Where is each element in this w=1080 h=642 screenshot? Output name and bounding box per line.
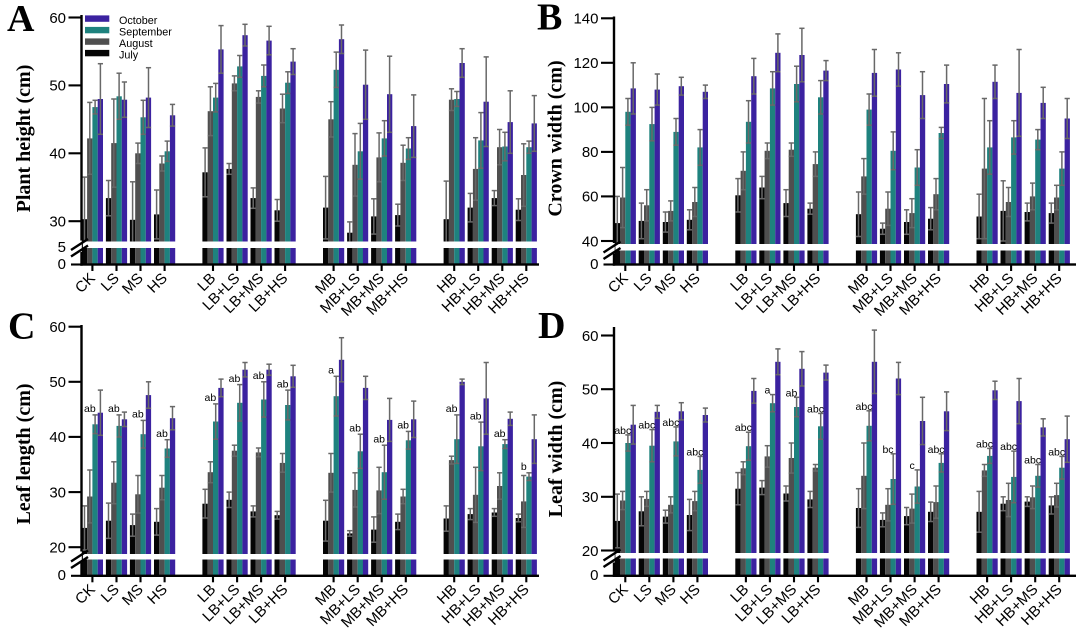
svg-text:20: 20 — [582, 543, 599, 560]
svg-text:40: 40 — [582, 233, 599, 250]
svg-text:Leaf width (cm): Leaf width (cm) — [545, 381, 567, 518]
svg-text:abc: abc — [614, 425, 631, 437]
svg-text:August: August — [119, 38, 153, 50]
svg-text:50: 50 — [582, 382, 599, 399]
svg-text:50: 50 — [49, 78, 66, 95]
svg-text:abc: abc — [856, 401, 873, 413]
svg-text:abc: abc — [1048, 446, 1065, 458]
svg-text:60: 60 — [582, 189, 599, 206]
svg-text:Crown width (cm): Crown width (cm) — [545, 60, 567, 216]
svg-text:abc: abc — [807, 403, 824, 415]
svg-text:60: 60 — [49, 319, 66, 336]
svg-text:A: A — [7, 0, 35, 40]
svg-text:B: B — [537, 0, 562, 39]
svg-text:ab: ab — [446, 403, 458, 415]
svg-text:D: D — [538, 305, 565, 347]
svg-text:30: 30 — [49, 214, 66, 231]
svg-text:120: 120 — [573, 55, 598, 72]
svg-text:Plant height (cm): Plant height (cm) — [13, 65, 35, 213]
svg-text:ab: ab — [253, 370, 265, 382]
svg-text:abc: abc — [662, 417, 679, 429]
svg-text:0: 0 — [590, 256, 598, 273]
svg-text:abc: abc — [928, 444, 945, 456]
svg-text:abc: abc — [686, 446, 703, 458]
svg-text:ab: ab — [277, 378, 289, 390]
svg-text:ab: ab — [132, 409, 144, 421]
svg-text:July: July — [119, 49, 139, 61]
svg-text:ab: ab — [205, 392, 217, 404]
svg-text:ab: ab — [156, 428, 168, 440]
svg-text:ab: ab — [229, 373, 241, 385]
svg-text:60: 60 — [49, 10, 66, 27]
svg-text:40: 40 — [582, 435, 599, 452]
svg-text:bc: bc — [882, 444, 893, 456]
svg-text:ab: ab — [397, 420, 409, 432]
svg-text:abc: abc — [976, 438, 993, 450]
svg-text:ab: ab — [84, 403, 96, 415]
svg-text:5: 5 — [58, 239, 66, 256]
svg-text:0: 0 — [58, 567, 66, 584]
svg-text:ab: ab — [494, 428, 506, 440]
svg-text:100: 100 — [573, 100, 598, 117]
svg-text:80: 80 — [582, 144, 599, 161]
svg-text:ab: ab — [349, 422, 361, 434]
svg-text:ab: ab — [786, 387, 798, 399]
svg-text:140: 140 — [573, 11, 598, 28]
svg-text:October: October — [119, 15, 158, 27]
svg-text:c: c — [909, 460, 914, 472]
svg-text:40: 40 — [49, 146, 66, 163]
svg-text:abc: abc — [735, 422, 752, 434]
svg-text:Leaf length (cm): Leaf length (cm) — [13, 383, 35, 524]
svg-text:b: b — [521, 461, 527, 473]
svg-text:a: a — [328, 365, 334, 377]
svg-text:40: 40 — [49, 429, 66, 446]
svg-text:ab: ab — [470, 410, 482, 422]
svg-text:30: 30 — [582, 489, 599, 506]
svg-text:C: C — [8, 305, 35, 347]
svg-text:abc: abc — [1000, 441, 1017, 453]
svg-text:abc: abc — [638, 420, 655, 432]
svg-text:ab: ab — [373, 433, 385, 445]
svg-text:0: 0 — [590, 567, 598, 584]
svg-text:a: a — [764, 385, 770, 397]
svg-text:30: 30 — [49, 484, 66, 501]
svg-text:20: 20 — [49, 540, 66, 557]
svg-text:ab: ab — [108, 403, 120, 415]
svg-text:60: 60 — [582, 328, 599, 345]
svg-text:0: 0 — [58, 256, 66, 273]
svg-text:50: 50 — [49, 374, 66, 391]
svg-text:abc: abc — [1024, 455, 1041, 467]
svg-text:September: September — [119, 26, 172, 38]
